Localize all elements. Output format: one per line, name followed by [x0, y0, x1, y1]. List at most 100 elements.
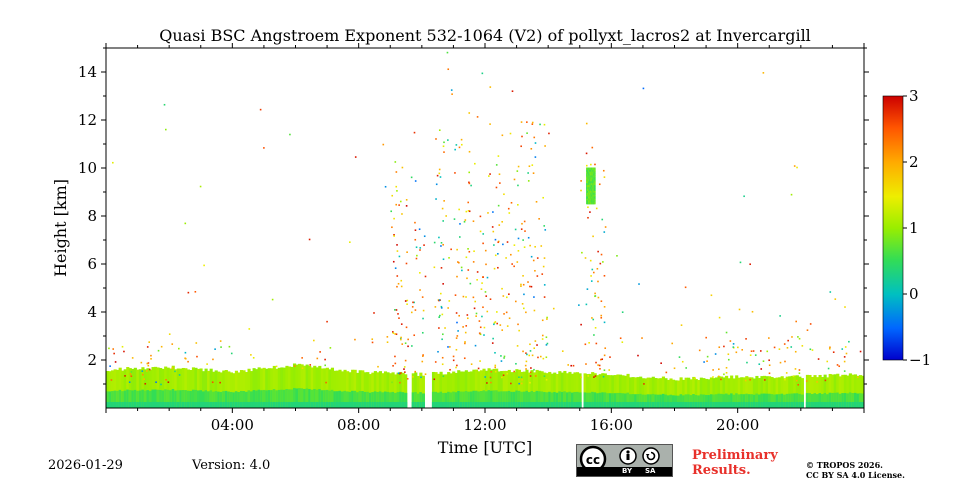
noise-pixel	[395, 333, 398, 336]
surface-layer-column	[330, 389, 334, 408]
boundary-layer-column	[388, 373, 393, 408]
boundary-layer-column	[808, 374, 812, 408]
boundary-layer-column	[338, 369, 342, 408]
surface-layer-column	[285, 389, 289, 408]
noise-pixel	[472, 261, 475, 263]
surface-layer-column	[217, 391, 221, 408]
noise-pixel	[390, 210, 393, 213]
surface-layer-column	[823, 392, 827, 408]
surface-layer-column	[608, 393, 612, 408]
ground-layer-column	[219, 402, 223, 408]
noise-pixel	[543, 284, 546, 286]
noise-pixel	[600, 314, 603, 317]
noise-pixel	[412, 301, 414, 304]
noise-pixel	[530, 367, 532, 369]
noise-pixel	[773, 346, 776, 349]
y-axis-label: Height [km]	[51, 179, 70, 277]
noise-pixel	[520, 121, 523, 123]
ground-layer-column	[118, 402, 122, 408]
surface-layer-column	[454, 392, 458, 408]
ground-layer-column	[510, 402, 514, 408]
boundary-layer-column	[563, 370, 567, 408]
noise-pixel	[685, 367, 687, 369]
noise-pixel	[486, 310, 489, 313]
noise-pixel	[449, 346, 451, 348]
noise-pixel	[681, 360, 684, 363]
noise-pixel	[308, 238, 311, 241]
boundary-layer-column	[442, 374, 446, 408]
y-tick-label: 10	[78, 159, 97, 177]
x-tick-label: 04:00	[211, 416, 254, 434]
surface-layer-column	[298, 388, 302, 408]
boundary-layer-column	[308, 365, 312, 408]
noise-pixel	[440, 242, 443, 244]
noise-pixel	[394, 267, 397, 269]
noise-pixel	[468, 150, 471, 153]
noise-pixel	[593, 376, 595, 378]
surface-layer-column	[442, 392, 446, 408]
ground-layer-column	[853, 402, 858, 408]
plot-area	[106, 51, 864, 408]
boundary-layer-column	[199, 368, 203, 408]
noise-pixel	[419, 249, 421, 251]
noise-pixel	[454, 148, 456, 151]
colorbar-tick-label: 2	[909, 153, 919, 171]
noise-pixel	[397, 282, 400, 285]
boundary-layer-column	[333, 370, 337, 408]
noise-pixel	[493, 244, 495, 246]
noise-pixel	[489, 376, 492, 379]
ground-layer-column	[143, 402, 148, 408]
noise-pixel	[441, 356, 444, 359]
noise-pixel	[438, 327, 440, 329]
noise-pixel	[809, 348, 812, 351]
colorbar-tick-label: 0	[909, 285, 919, 303]
noise-pixel	[399, 200, 402, 203]
ground-layer-column	[808, 402, 812, 408]
ground-layer-column	[244, 402, 249, 408]
surface-layer-column	[282, 389, 286, 408]
noise-pixel	[293, 365, 296, 367]
ground-layer-column	[639, 402, 643, 408]
ground-layer-column	[487, 402, 491, 408]
surface-layer-column	[810, 394, 815, 408]
ground-layer-column	[631, 402, 635, 408]
noise-pixel	[220, 346, 222, 348]
ground-layer-column	[841, 402, 845, 408]
ground-layer-column	[578, 402, 582, 408]
surface-layer-column	[773, 394, 777, 408]
noise-pixel	[533, 368, 535, 371]
ground-layer-column	[280, 402, 284, 408]
ground-layer-column	[186, 402, 190, 408]
noise-pixel	[393, 233, 395, 236]
noise-pixel	[503, 355, 506, 358]
noise-pixel	[194, 290, 197, 293]
noise-pixel	[458, 236, 461, 238]
ground-layer-column	[169, 402, 173, 408]
noise-pixel	[791, 336, 793, 338]
noise-pixel	[567, 364, 570, 366]
ground-layer-column	[828, 402, 832, 408]
boundary-layer-column	[687, 377, 691, 408]
noise-pixel	[165, 379, 167, 381]
noise-pixel	[112, 161, 114, 164]
noise-pixel	[545, 344, 548, 346]
noise-pixel	[423, 235, 426, 238]
boundary-layer-column	[260, 368, 264, 408]
noise-pixel	[495, 186, 498, 189]
noise-pixel	[386, 336, 389, 338]
boundary-layer-column	[113, 369, 117, 408]
boundary-layer-column	[833, 374, 837, 408]
surface-layer-column	[687, 394, 691, 408]
noise-pixel	[468, 171, 471, 174]
boundary-layer-column	[106, 370, 110, 408]
noise-pixel	[461, 269, 463, 272]
ground-layer-column	[287, 402, 292, 408]
ground-layer-column	[669, 402, 673, 408]
boundary-layer-column	[780, 376, 784, 408]
ground-layer-column	[320, 402, 324, 408]
noise-pixel	[514, 300, 517, 303]
surface-layer-column	[464, 391, 468, 408]
surface-layer-column	[151, 389, 155, 408]
ground-layer-column	[661, 402, 665, 408]
surface-layer-column	[517, 390, 521, 408]
